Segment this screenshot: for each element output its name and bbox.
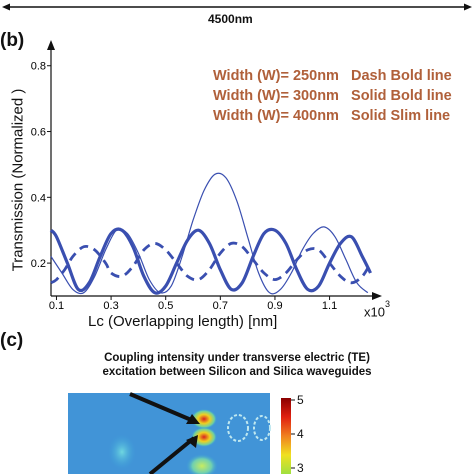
colorbar-tick-3: 3 — [297, 461, 304, 475]
x-axis-title: Lc (Overlapping length) [nm] — [88, 313, 278, 330]
colorbar-tick-4: 4 — [297, 427, 304, 441]
field-ring-2 — [253, 415, 271, 441]
transmission-chart: 0.1 0.3 0.5 0.7 0.9 1.1 0.2 0.4 0.6 0.8 — [31, 40, 382, 312]
x-tick-label: 0.5 — [158, 300, 173, 312]
x-tick-label: 0.9 — [267, 300, 282, 312]
colorbar — [281, 398, 291, 474]
y-axis-arrow — [47, 40, 55, 50]
x-multiplier-base: x10 — [364, 304, 385, 320]
pointer-arrowhead-2 — [186, 435, 198, 448]
panel-c-label: (c) — [0, 330, 24, 351]
field-spot-green — [186, 454, 218, 474]
x-multiplier-exponent: 3 — [384, 299, 390, 309]
series-line-width-w-250nm — [50, 241, 372, 285]
x-tick-label: 0.7 — [213, 300, 228, 312]
legend-entry-250nm: Width (W)= 250nm Dash Bold line — [213, 68, 452, 84]
y-tick-label: 0.4 — [31, 192, 46, 204]
caption-line-1: Coupling intensity under transverse elec… — [104, 352, 370, 364]
y-tick-label: 0.2 — [31, 258, 46, 270]
coupling-intensity-map — [68, 392, 295, 474]
series-line-width-w-300nm — [49, 227, 372, 295]
chart-ticks: 0.1 0.3 0.5 0.7 0.9 1.1 0.2 0.4 0.6 0.8 — [31, 61, 338, 312]
series-line-width-w-400nm — [50, 172, 369, 295]
pointer-arrow-2 — [148, 436, 196, 474]
chart-curves — [49, 172, 372, 295]
field-spot-left — [108, 434, 136, 470]
x-tick-label: 0.3 — [103, 300, 118, 312]
y-tick-label: 0.8 — [31, 61, 46, 73]
field-ring-1 — [227, 414, 249, 442]
x-axis-arrow — [372, 292, 382, 300]
colorbar-tick-5: 5 — [297, 393, 304, 407]
pointer-arrowhead-1 — [186, 414, 200, 424]
x-tick-label: 1.1 — [322, 300, 337, 312]
legend-entry-400nm: Width (W)= 400nm Solid Slim line — [213, 108, 451, 124]
hotspot-lower — [191, 427, 217, 447]
field-sheen — [68, 393, 270, 474]
caption-line-2: excitation between Silicon and Silica wa… — [102, 366, 372, 378]
chart-axes — [47, 40, 382, 300]
y-tick-label: 0.6 — [31, 127, 46, 139]
x-tick-label: 0.1 — [49, 300, 64, 312]
dimension-label: 4500nm — [208, 12, 253, 26]
pointer-arrow-1 — [129, 392, 197, 424]
legend-entry-300nm: Width (W)= 300nm Solid Bold line — [213, 88, 452, 104]
x-multiplier: x103 — [364, 299, 390, 320]
dimension-arrow — [2, 3, 472, 11]
panel-b-label: (b) — [0, 30, 25, 51]
